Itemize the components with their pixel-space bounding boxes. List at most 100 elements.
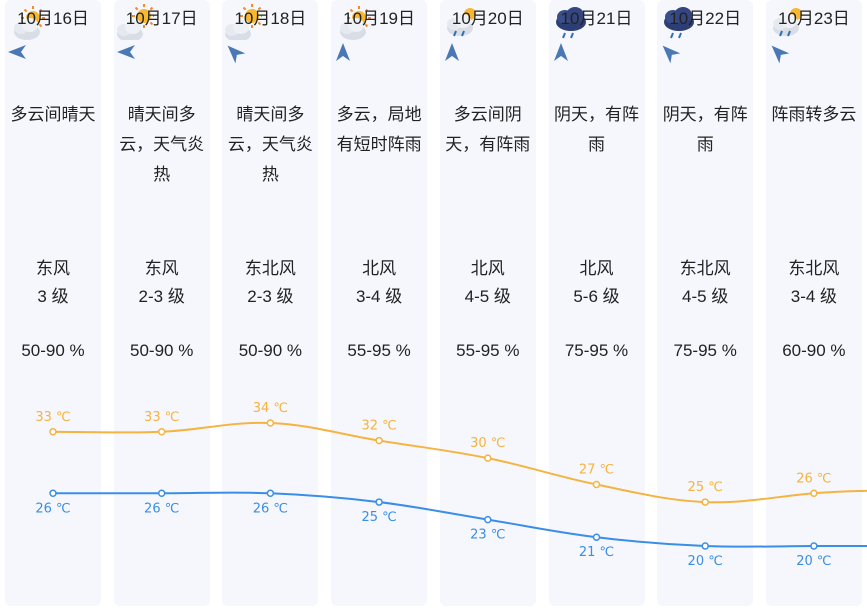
wind-level: 2-3 级 [247,287,294,306]
high-temp-point [375,436,383,445]
weather-description-line: 天，有阵雨 [445,135,531,154]
wind-direction: 东北风 [244,259,296,278]
high-temp-point [701,498,709,506]
wind-arrow-icon [114,40,138,64]
high-temp-point [592,480,601,489]
wind-direction: 东风 [36,259,70,278]
high-temp-point [49,428,57,436]
wind-direction: 东风 [144,259,179,278]
wind-level: 3-4 级 [790,287,838,306]
day-date: 10月20日 [451,9,524,28]
high-temp-point [157,428,166,436]
weather-description-line: 阴天，有阵 [662,105,748,124]
low-temp-point [375,498,383,506]
high-temp-label: 30 ℃ [470,436,505,451]
partly-cloudy-icon [331,0,372,40]
high-temp-label: 25 ℃ [688,480,723,495]
low-temp-point [266,489,275,498]
low-temp-label: 26 ℃ [253,501,288,516]
low-temp-point [484,515,492,524]
day-date: 10月17日 [125,9,198,28]
day-date: 10月23日 [777,9,850,28]
overcast-rain-icon [549,0,589,40]
low-temp-label: 20 ℃ [688,554,723,569]
weather-description: 多云，局地有短时阵雨 [331,100,427,160]
weather-description-line: 阵雨转多云 [771,105,857,124]
high-temp-label: 32 ℃ [361,419,396,434]
humidity: 75-95 % [564,341,629,360]
weather-description-line: 多云，局地 [336,105,422,124]
wind-arrow-icon [5,40,29,64]
wind-arrow-icon [657,40,681,64]
wind-direction: 东北风 [788,259,840,278]
weather-description-line: 多云间晴天 [10,105,96,124]
cloudy-rain-icon [766,0,806,40]
wind-direction: 东北风 [679,259,731,278]
weather-description-line: 云，天气炎 [227,135,313,154]
sunny-cloudy-icon [114,0,156,42]
wind-level: 4-5 级 [682,287,729,306]
weather-description-line: 有短时阵雨 [336,135,422,154]
weather-description-line: 雨 [696,135,714,154]
wind-direction: 北风 [362,259,397,278]
high-temp-point [810,489,818,498]
humidity: 50-90 % [21,341,85,360]
wind-arrow-icon [222,40,246,64]
low-temp-line [53,491,867,548]
low-temp-point [49,489,57,498]
cloudy-rain-icon [440,0,480,40]
weather-description: 阴天，有阵雨 [549,100,645,160]
low-temp-label: 26 ℃ [144,501,179,516]
high-temp-line [52,421,867,504]
low-temp-point [157,489,166,498]
wind-arrow-icon [549,40,573,64]
low-temp-label: 21 ℃ [579,545,614,560]
day-column: 10月23日 阵雨转多云东北风 3-4 级 60-90 % [765,0,862,606]
day-column: 10月17日 晴天间多 云，天气炎热东风 2-3 级 50-90 % [113,0,210,606]
weather-description-line: 晴天间多 [127,105,196,124]
wind-level: 3-4 级 [355,287,403,306]
wind-level: 5-6 级 [573,287,620,306]
wind-arrow-icon [440,40,464,64]
high-temp-label: 33 ℃ [35,410,70,425]
low-temp-label: 26 ℃ [35,501,70,516]
weather-description: 晴天间多云，天气炎热 [222,100,318,190]
day-column: 10月21日阴天，有阵雨北风 5-6 级 75-95 % [548,0,645,606]
wind-level: 4-5 级 [464,287,511,306]
humidity: 75-95 % [673,341,737,360]
weather-description-line: 热 [261,165,279,184]
day-date: 10月22日 [669,9,742,28]
low-temp-label: 25 ℃ [361,510,396,525]
high-temp-point [484,454,492,462]
high-temp-label: 26 ℃ [796,471,831,486]
weather-description: 阴天，有阵雨 [657,100,753,160]
weather-description-line: 晴天间多 [236,105,305,124]
humidity: 50-90 % [238,341,303,360]
wind-level: 3 级 [37,287,69,306]
weather-description: 阵雨转多云 [766,100,862,130]
humidity: 60-90 % [782,341,846,360]
humidity: 55-95 % [347,341,411,360]
day-date: 10月21日 [560,9,633,28]
wind-direction: 北风 [579,259,614,278]
humidity: 50-90 % [130,341,194,360]
day-date: 10月16日 [17,9,89,28]
weather-description: 多云间阴天，有阵雨 [440,100,536,160]
day-column: 10月18日 晴天间多云，天气炎热东北风 2-3 级 50-90 % [222,0,319,606]
low-temp-label: 23 ℃ [470,528,505,543]
overcast-rain-icon [657,0,697,40]
day-date: 10月18日 [234,9,307,28]
weather-description: 晴天间多 云，天气炎热 [114,100,210,190]
wind-level: 2-3 级 [138,287,185,306]
weather-description-line: 云，天气炎 [119,135,205,154]
low-temp-label: 20 ℃ [796,554,831,569]
weather-description-line: 雨 [588,135,605,154]
sunny-cloudy-icon [222,0,265,42]
wind-arrow-icon [331,40,355,64]
low-temp-point [810,542,818,550]
high-temp-label: 33 ℃ [144,410,179,425]
weather-description-line: 多云间阴 [453,105,522,124]
high-temp-point [266,419,275,427]
